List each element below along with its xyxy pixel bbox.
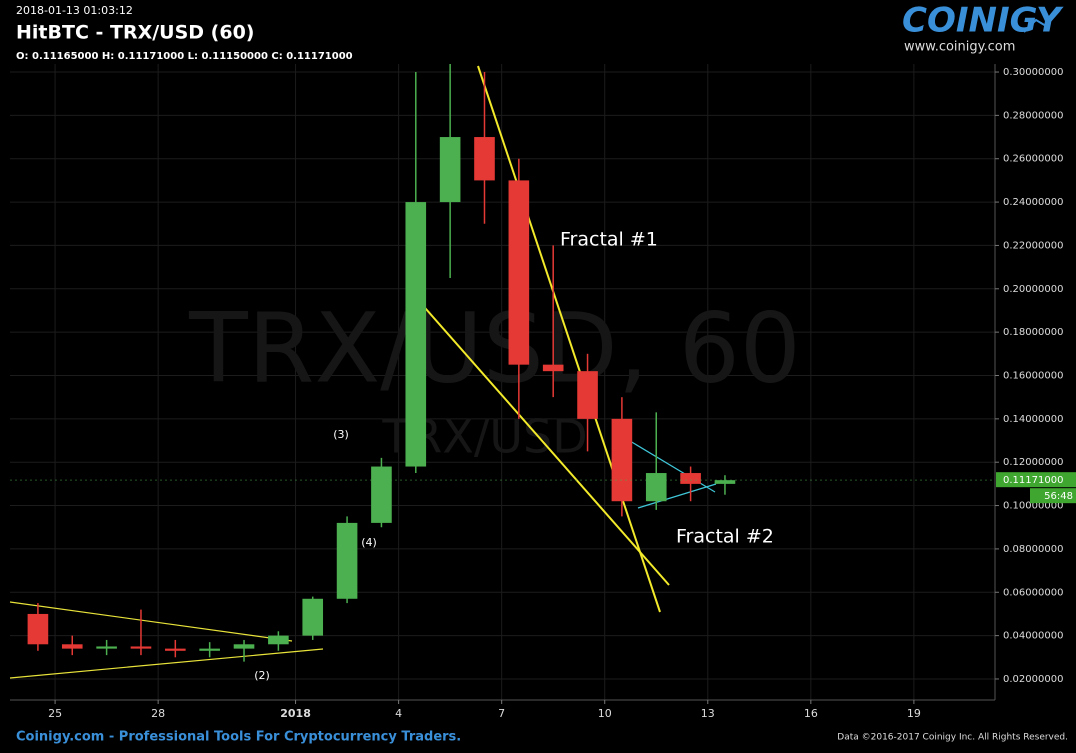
trend-line	[9, 648, 324, 679]
y-tick-label: 0.24000000	[1003, 197, 1063, 208]
y-tick-label: 0.18000000	[1003, 327, 1063, 338]
chart-title: HitBTC - TRX/USD (60)	[16, 22, 254, 44]
x-tick-label: 2018	[280, 707, 311, 720]
candle-body	[714, 480, 736, 484]
x-tick-label: 7	[498, 707, 505, 720]
y-tick-label: 0.14000000	[1003, 414, 1063, 425]
y-tick-label: 0.26000000	[1003, 154, 1063, 165]
candles	[27, 64, 736, 662]
candle-body	[371, 466, 392, 523]
x-tick-label: 13	[701, 707, 715, 720]
logo-url: www.coinigy.com	[904, 40, 1015, 55]
candle-body	[27, 613, 49, 645]
y-tick-label: 0.02000000	[1003, 674, 1063, 685]
candle-body	[233, 644, 255, 649]
x-tick-label: 16	[804, 707, 818, 720]
annotation: Fractal #1	[560, 229, 658, 251]
candle-body	[542, 364, 564, 372]
ohlc-text: O: 0.11165000 H: 0.11171000 L: 0.1115000…	[16, 51, 353, 62]
y-tick-label: 0.20000000	[1003, 284, 1063, 295]
x-tick-label: 25	[48, 707, 62, 720]
y-tick-label: 0.04000000	[1003, 631, 1063, 642]
trend-line	[477, 65, 661, 613]
last-price-label: 0.11171000	[1003, 475, 1063, 486]
countdown: 56:48	[1044, 491, 1073, 502]
last-price-box	[996, 472, 1076, 488]
x-tick-label: 28	[151, 707, 165, 720]
grid	[10, 64, 995, 700]
candle-body	[199, 648, 220, 651]
y-tick-label: 0.08000000	[1003, 544, 1063, 555]
candle-body	[405, 202, 427, 467]
y-tick-label: 0.22000000	[1003, 240, 1063, 251]
axes: 0.02000000 0.04000000 0.06000000 0.08000000…	[10, 67, 1076, 720]
x-tick-label: 10	[598, 707, 612, 720]
trend-line	[9, 601, 293, 642]
y-tick-label: 0.30000000	[1003, 67, 1063, 78]
candle-body	[508, 180, 530, 365]
candle-body	[165, 648, 186, 651]
annotation: (3)	[333, 428, 349, 441]
candle-body	[645, 473, 667, 502]
y-tick-label: 0.28000000	[1003, 110, 1063, 121]
candle-body	[577, 371, 598, 419]
candle-body	[96, 646, 117, 649]
y-tick-label: 0.06000000	[1003, 587, 1063, 598]
footer: Coinigy.com - Professional Tools For Cry…	[16, 730, 461, 745]
copyright: Data ©2016-2017 Coinigy Inc. All Rights …	[837, 733, 1068, 743]
candle-body	[268, 635, 289, 645]
x-tick-label: 4	[395, 707, 402, 720]
logo: COINIGY	[902, 1, 1064, 41]
logo-icon	[1023, 9, 1061, 33]
trend-line	[637, 483, 717, 509]
candle-body	[439, 137, 461, 203]
y-tick-label: 0.10000000	[1003, 501, 1063, 512]
annotation: Fractal #2	[676, 526, 774, 548]
countdown-box	[1030, 488, 1076, 504]
candle-body	[61, 644, 83, 649]
timestamp: 2018-01-13 01:03:12	[16, 4, 133, 17]
annotation: (4)	[361, 536, 377, 549]
trend-line	[410, 291, 670, 586]
annotation: (2)	[254, 669, 270, 682]
candle-body	[611, 418, 633, 502]
candle-body	[130, 646, 152, 649]
x-tick-label: 19	[907, 707, 921, 720]
candle-body	[302, 598, 324, 636]
candle-body	[336, 522, 358, 599]
y-tick-label: 0.12000000	[1003, 457, 1063, 468]
candle-body	[474, 137, 495, 181]
y-tick-label: 0.16000000	[1003, 370, 1063, 381]
candle-body	[680, 473, 701, 484]
